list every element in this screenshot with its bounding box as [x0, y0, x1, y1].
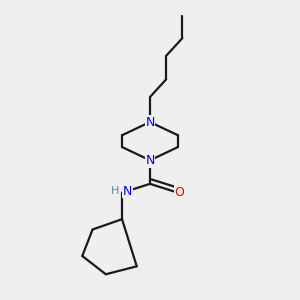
Text: N: N [145, 116, 155, 128]
Text: H: H [110, 186, 119, 196]
Text: O: O [175, 186, 184, 199]
Text: N: N [145, 154, 155, 167]
Text: N: N [123, 185, 132, 198]
